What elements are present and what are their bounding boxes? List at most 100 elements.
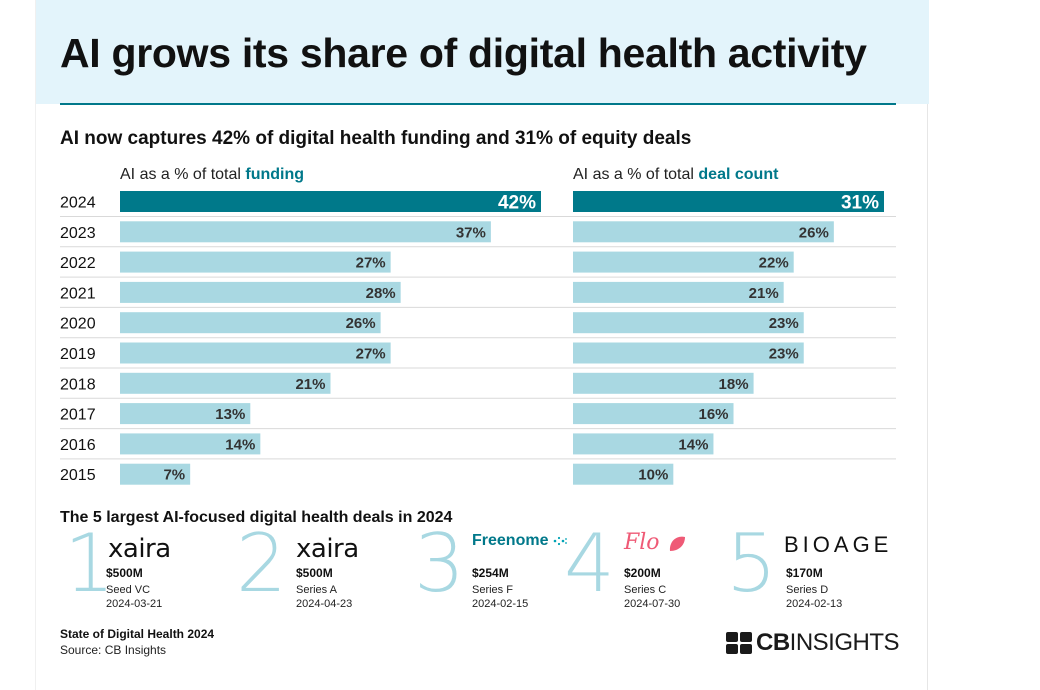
deal-series: Seed VC <box>106 584 151 596</box>
deal-date: 2024-02-13 <box>786 598 843 610</box>
cb-wordmark-bold: CB <box>756 629 790 656</box>
deals-value-label: 22% <box>759 255 789 272</box>
funding-bar <box>120 221 491 243</box>
funding-bar <box>120 251 391 273</box>
year-label: 2022 <box>60 255 96 272</box>
deals-bar <box>573 281 784 303</box>
deal-rank: 4 <box>564 517 615 610</box>
deal-date: 2024-07-30 <box>624 598 681 610</box>
cb-mark-icon <box>726 632 752 654</box>
page-title: AI grows its share of digital health act… <box>60 30 867 76</box>
petal-icon <box>669 536 685 551</box>
deal-series: Series F <box>472 584 513 596</box>
year-label: 2016 <box>60 437 96 454</box>
deals-value-label: 16% <box>698 406 728 423</box>
deal-amount: $254M <box>472 566 509 580</box>
funding-value-label: 21% <box>295 376 325 393</box>
deals-bar <box>573 463 674 485</box>
deals-value-label: 23% <box>769 315 799 332</box>
deals-bar <box>573 342 804 364</box>
funding-label-prefix: AI as a % of total <box>120 166 241 183</box>
year-label: 2023 <box>60 225 96 242</box>
freenome-logo: Freenome <box>472 532 567 550</box>
year-label: 2015 <box>60 467 96 484</box>
deal-amount: $500M <box>296 566 333 580</box>
funding-value-label: 27% <box>356 346 386 363</box>
flo-logo-text: Flo <box>624 530 660 555</box>
year-label: 2021 <box>60 285 96 302</box>
deal-date: 2024-02-15 <box>472 598 529 610</box>
freenome-logo-text: Freenome <box>472 532 549 549</box>
funding-bar <box>120 191 541 212</box>
funding-bar <box>120 463 191 485</box>
funding-value-label: 14% <box>225 436 255 453</box>
funding-bar <box>120 372 331 394</box>
funding-value-label: 7% <box>163 467 185 484</box>
xaira-logo: xaira <box>108 534 171 564</box>
deals-value-label: 10% <box>638 467 668 484</box>
deal-date: 2024-03-21 <box>106 598 163 610</box>
deals-title: The 5 largest AI-focused digital health … <box>60 509 453 526</box>
cb-insights-logo: CBINSIGHTS <box>726 629 900 657</box>
cb-wordmark-light: INSIGHTS <box>789 629 900 656</box>
deals-panel-label: AI as a % of total deal count <box>573 166 778 184</box>
deals-bar <box>573 251 794 273</box>
source-note: Source: CB Insights <box>60 643 167 657</box>
deals-label-prefix: AI as a % of total <box>573 166 694 183</box>
funding-value-label: 42% <box>498 193 536 214</box>
bioage-logo: BIOAGE <box>784 532 893 557</box>
deals-bar <box>573 191 884 212</box>
deal-rank: 1 <box>64 517 115 610</box>
deals-value-label: 23% <box>769 346 799 363</box>
funding-bar <box>120 312 381 334</box>
infographic-card: AI grows its share of digital health act… <box>35 0 929 690</box>
year-label: 2018 <box>60 376 96 393</box>
flo-logo: Flo <box>624 530 687 555</box>
funding-value-label: 28% <box>366 285 396 302</box>
funding-bar <box>120 342 391 364</box>
funding-bar <box>120 433 261 455</box>
deal-1: 1 xaira $500M Seed VC 2024-03-21 <box>64 524 234 611</box>
deals-bar <box>573 433 714 455</box>
deal-rank: 3 <box>414 517 465 610</box>
deals-value-label: 21% <box>749 285 779 302</box>
deal-5: 5 BIOAGE $170M Series D 2024-02-13 <box>726 524 906 611</box>
deals-bar <box>573 312 804 334</box>
deal-series: Series A <box>296 584 337 596</box>
xaira-logo: xaira <box>296 534 359 564</box>
funding-panel-label: AI as a % of total funding <box>120 166 304 184</box>
deals-bar <box>573 372 754 394</box>
funding-bar <box>120 403 251 425</box>
deal-amount: $170M <box>786 566 823 580</box>
deal-rank: 5 <box>726 517 777 610</box>
funding-bar <box>120 281 401 303</box>
deal-amount: $500M <box>106 566 143 580</box>
deals-value-label: 31% <box>841 193 879 214</box>
chart-subtitle: AI now captures 42% of digital health fu… <box>60 128 692 149</box>
funding-value-label: 27% <box>356 255 386 272</box>
deal-2: 2 xaira $500M Series A 2024-04-23 <box>236 524 406 611</box>
deals-value-label: 26% <box>799 224 829 241</box>
year-label: 2020 <box>60 316 96 333</box>
bar-charts: 2024 2023 2022 2021 2020 2019 2018 2017 2016 2015… <box>60 191 896 485</box>
funding-value-label: 13% <box>215 406 245 423</box>
deals-label-highlight: deal count <box>698 166 779 183</box>
deals-bar <box>573 221 834 243</box>
funding-value-label: 26% <box>346 315 376 332</box>
deals-bar <box>573 403 734 425</box>
deal-rank: 2 <box>236 517 287 610</box>
funding-label-highlight: funding <box>245 166 305 183</box>
funding-value-label: 37% <box>456 224 486 241</box>
cb-wordmark: CBINSIGHTS <box>756 629 900 657</box>
year-label: 2019 <box>60 346 96 363</box>
header-band: AI grows its share of digital health act… <box>36 0 929 104</box>
deal-series: Series C <box>624 584 667 596</box>
deal-4: 4 Flo $200M Series C 2024-07-30 <box>564 524 734 610</box>
deal-date: 2024-04-23 <box>296 598 353 610</box>
deal-3: 3 Freenome $254M Series F 2024-02-15 <box>414 524 584 610</box>
deal-amount: $200M <box>624 566 661 580</box>
year-label: 2017 <box>60 407 96 424</box>
report-title: State of Digital Health 2024 <box>60 627 215 641</box>
header-divider <box>60 103 896 105</box>
year-label: 2024 <box>60 195 96 212</box>
